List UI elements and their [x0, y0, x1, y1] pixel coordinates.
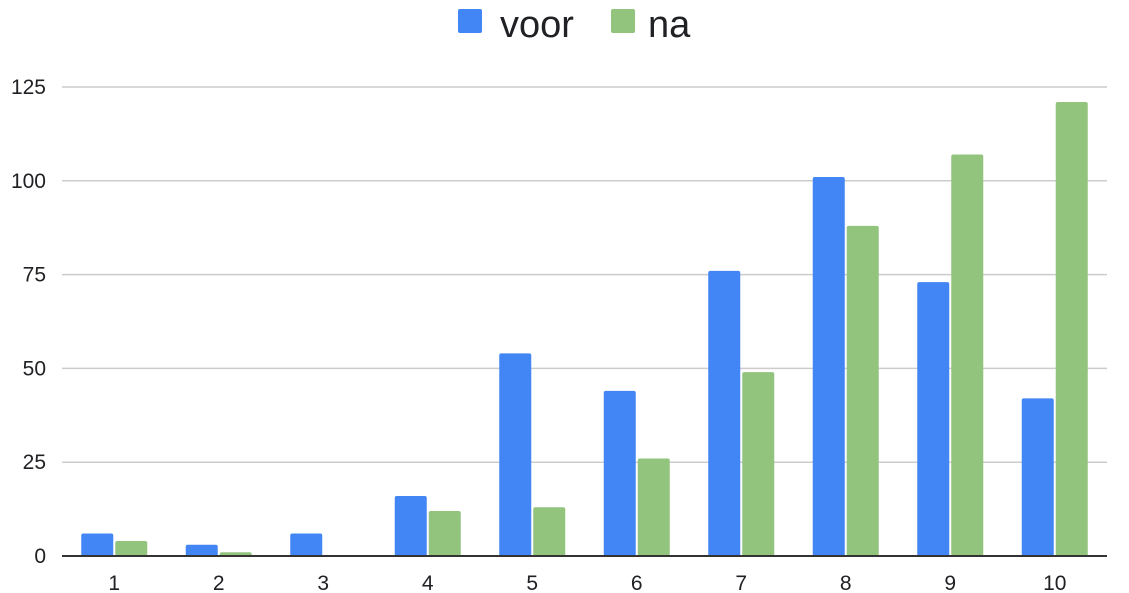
- bar-na-9: [951, 154, 984, 556]
- legend-label-voor: voor: [500, 4, 574, 46]
- gridlines: [62, 86, 1107, 463]
- x-tick-label: 9: [944, 572, 956, 593]
- x-tick-label: 2: [213, 572, 225, 593]
- legend-label-na: na: [648, 4, 691, 46]
- x-tick-label: 8: [840, 572, 852, 593]
- bar-voor-6: [603, 390, 636, 556]
- y-tick-label: 75: [23, 264, 46, 287]
- bar-na-10: [1055, 102, 1088, 557]
- bar-voor-3: [290, 533, 323, 556]
- x-axis-tick-labels: 1 2 3 4 5 6 7 8 9 10: [108, 572, 1066, 593]
- x-tick-label: 10: [1043, 572, 1066, 593]
- bar-voor-9: [917, 282, 950, 556]
- bars: [81, 102, 1088, 557]
- bar-na-8: [846, 225, 879, 556]
- y-tick-label: 0: [34, 545, 46, 568]
- y-tick-label: 100: [11, 170, 46, 193]
- y-tick-label: 125: [11, 76, 46, 99]
- legend-swatch-na: [611, 9, 635, 33]
- legend: voor na: [458, 4, 691, 46]
- bar-voor-8: [812, 177, 845, 556]
- bar-voor-7: [708, 270, 741, 556]
- bar-voor-2: [185, 544, 218, 556]
- x-tick-label: 5: [526, 572, 538, 593]
- bar-voor-1: [81, 533, 114, 556]
- bar-voor-5: [499, 353, 532, 556]
- bar-na-4: [428, 510, 461, 556]
- x-tick-label: 6: [631, 572, 643, 593]
- bar-voor-4: [394, 495, 427, 556]
- x-tick-label: 3: [317, 572, 329, 593]
- legend-swatch-voor: [458, 9, 482, 33]
- bar-na-6: [637, 458, 670, 556]
- x-tick-label: 1: [108, 572, 120, 593]
- y-tick-label: 50: [23, 357, 46, 380]
- x-tick-label: 7: [735, 572, 747, 593]
- x-tick-label: 4: [422, 572, 434, 593]
- bar-voor-10: [1021, 398, 1054, 556]
- bar-na-5: [533, 507, 566, 556]
- y-tick-label: 25: [23, 451, 46, 474]
- bar-na-1: [115, 540, 148, 556]
- bar-na-7: [742, 372, 775, 556]
- y-axis-tick-labels: 0 25 50 75 100 125: [11, 76, 46, 568]
